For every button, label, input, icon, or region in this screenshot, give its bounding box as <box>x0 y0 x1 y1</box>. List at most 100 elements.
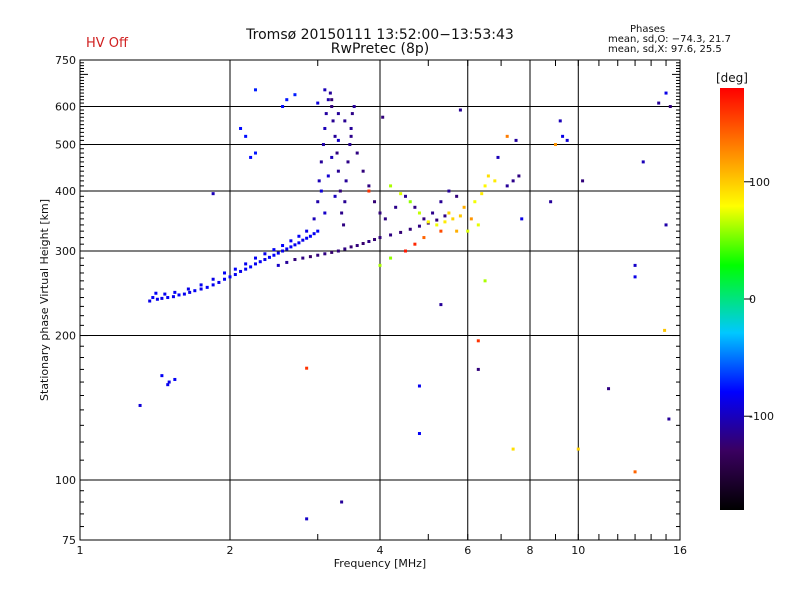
data-point <box>293 258 297 262</box>
data-point <box>389 233 393 237</box>
data-point <box>342 223 346 227</box>
data-point <box>244 267 248 271</box>
data-point <box>239 269 243 273</box>
data-point <box>473 200 477 204</box>
data-point <box>263 252 267 256</box>
data-point <box>330 105 334 109</box>
phases-x-mode: mean, sd,X: 97.6, 25.5 <box>608 44 722 55</box>
data-point <box>476 339 480 343</box>
data-point <box>317 179 321 183</box>
data-point <box>355 244 359 248</box>
data-point <box>182 292 186 296</box>
data-point <box>443 214 447 218</box>
data-point <box>312 217 316 221</box>
data-point <box>289 245 293 249</box>
data-point <box>293 93 297 97</box>
data-point <box>148 299 152 303</box>
data-point <box>493 179 497 183</box>
data-point <box>607 387 611 391</box>
data-point <box>258 260 262 264</box>
data-point <box>451 217 455 221</box>
data-point <box>160 374 164 378</box>
data-point <box>373 200 377 204</box>
data-point <box>447 211 451 215</box>
data-point <box>321 143 325 147</box>
x-tick-label: 2 <box>227 544 234 557</box>
data-point <box>378 263 382 267</box>
data-point <box>466 229 470 233</box>
data-point <box>389 256 393 260</box>
data-point <box>233 273 237 277</box>
colorbar-tick-label: -100 <box>749 410 774 423</box>
data-point <box>349 134 353 138</box>
y-tick-label: 200 <box>55 330 76 343</box>
data-point <box>565 138 569 142</box>
data-point <box>381 115 385 119</box>
data-point <box>633 263 637 267</box>
data-point <box>336 112 340 116</box>
data-point <box>281 105 285 109</box>
data-point <box>413 205 417 209</box>
data-point <box>561 134 565 138</box>
data-point <box>305 236 309 240</box>
data-point <box>417 432 421 436</box>
data-point <box>641 160 645 164</box>
data-point <box>558 119 562 123</box>
data-point <box>285 260 289 264</box>
data-point <box>253 262 257 266</box>
data-point <box>435 218 439 222</box>
data-point <box>239 126 243 130</box>
data-point <box>336 169 340 173</box>
data-point <box>633 275 637 279</box>
data-point <box>336 138 340 142</box>
data-point <box>664 223 668 227</box>
data-point <box>361 169 365 173</box>
data-point <box>308 255 312 259</box>
data-point <box>576 447 580 451</box>
data-point <box>346 160 350 164</box>
phases-heading: Phases <box>630 24 666 35</box>
data-point <box>249 265 253 269</box>
data-point <box>349 126 353 130</box>
data-point <box>285 247 289 251</box>
data-point <box>308 234 312 238</box>
data-point <box>316 253 320 257</box>
data-point <box>367 184 371 188</box>
data-point <box>333 194 337 198</box>
data-point <box>343 200 347 204</box>
x-tick-label: 1 <box>77 544 84 557</box>
data-point <box>323 88 327 92</box>
data-point <box>399 192 403 196</box>
data-point <box>469 217 473 221</box>
data-point <box>335 151 339 155</box>
data-point <box>455 194 459 198</box>
y-tick-label: 600 <box>55 101 76 114</box>
data-point <box>319 160 323 164</box>
data-point <box>263 258 267 262</box>
data-point <box>305 517 309 521</box>
data-point <box>326 174 330 178</box>
data-point <box>422 236 426 240</box>
data-point <box>553 143 557 147</box>
data-point <box>455 229 459 233</box>
data-point <box>301 238 305 242</box>
data-point <box>399 230 403 234</box>
data-point <box>173 377 177 381</box>
phases-o-mode: mean, sd,O: −74.3, 21.7 <box>608 34 731 45</box>
data-point <box>462 205 466 209</box>
data-point <box>253 88 257 92</box>
data-point <box>233 267 237 271</box>
data-point <box>151 296 155 300</box>
data-point <box>253 256 257 260</box>
data-point <box>378 211 382 215</box>
data-point <box>297 234 301 238</box>
data-point <box>355 151 359 155</box>
data-point <box>458 108 462 112</box>
data-point <box>217 280 221 284</box>
data-point <box>486 174 490 178</box>
data-point <box>324 112 328 116</box>
data-point <box>330 98 334 102</box>
data-point <box>378 236 382 240</box>
data-point <box>408 227 412 231</box>
